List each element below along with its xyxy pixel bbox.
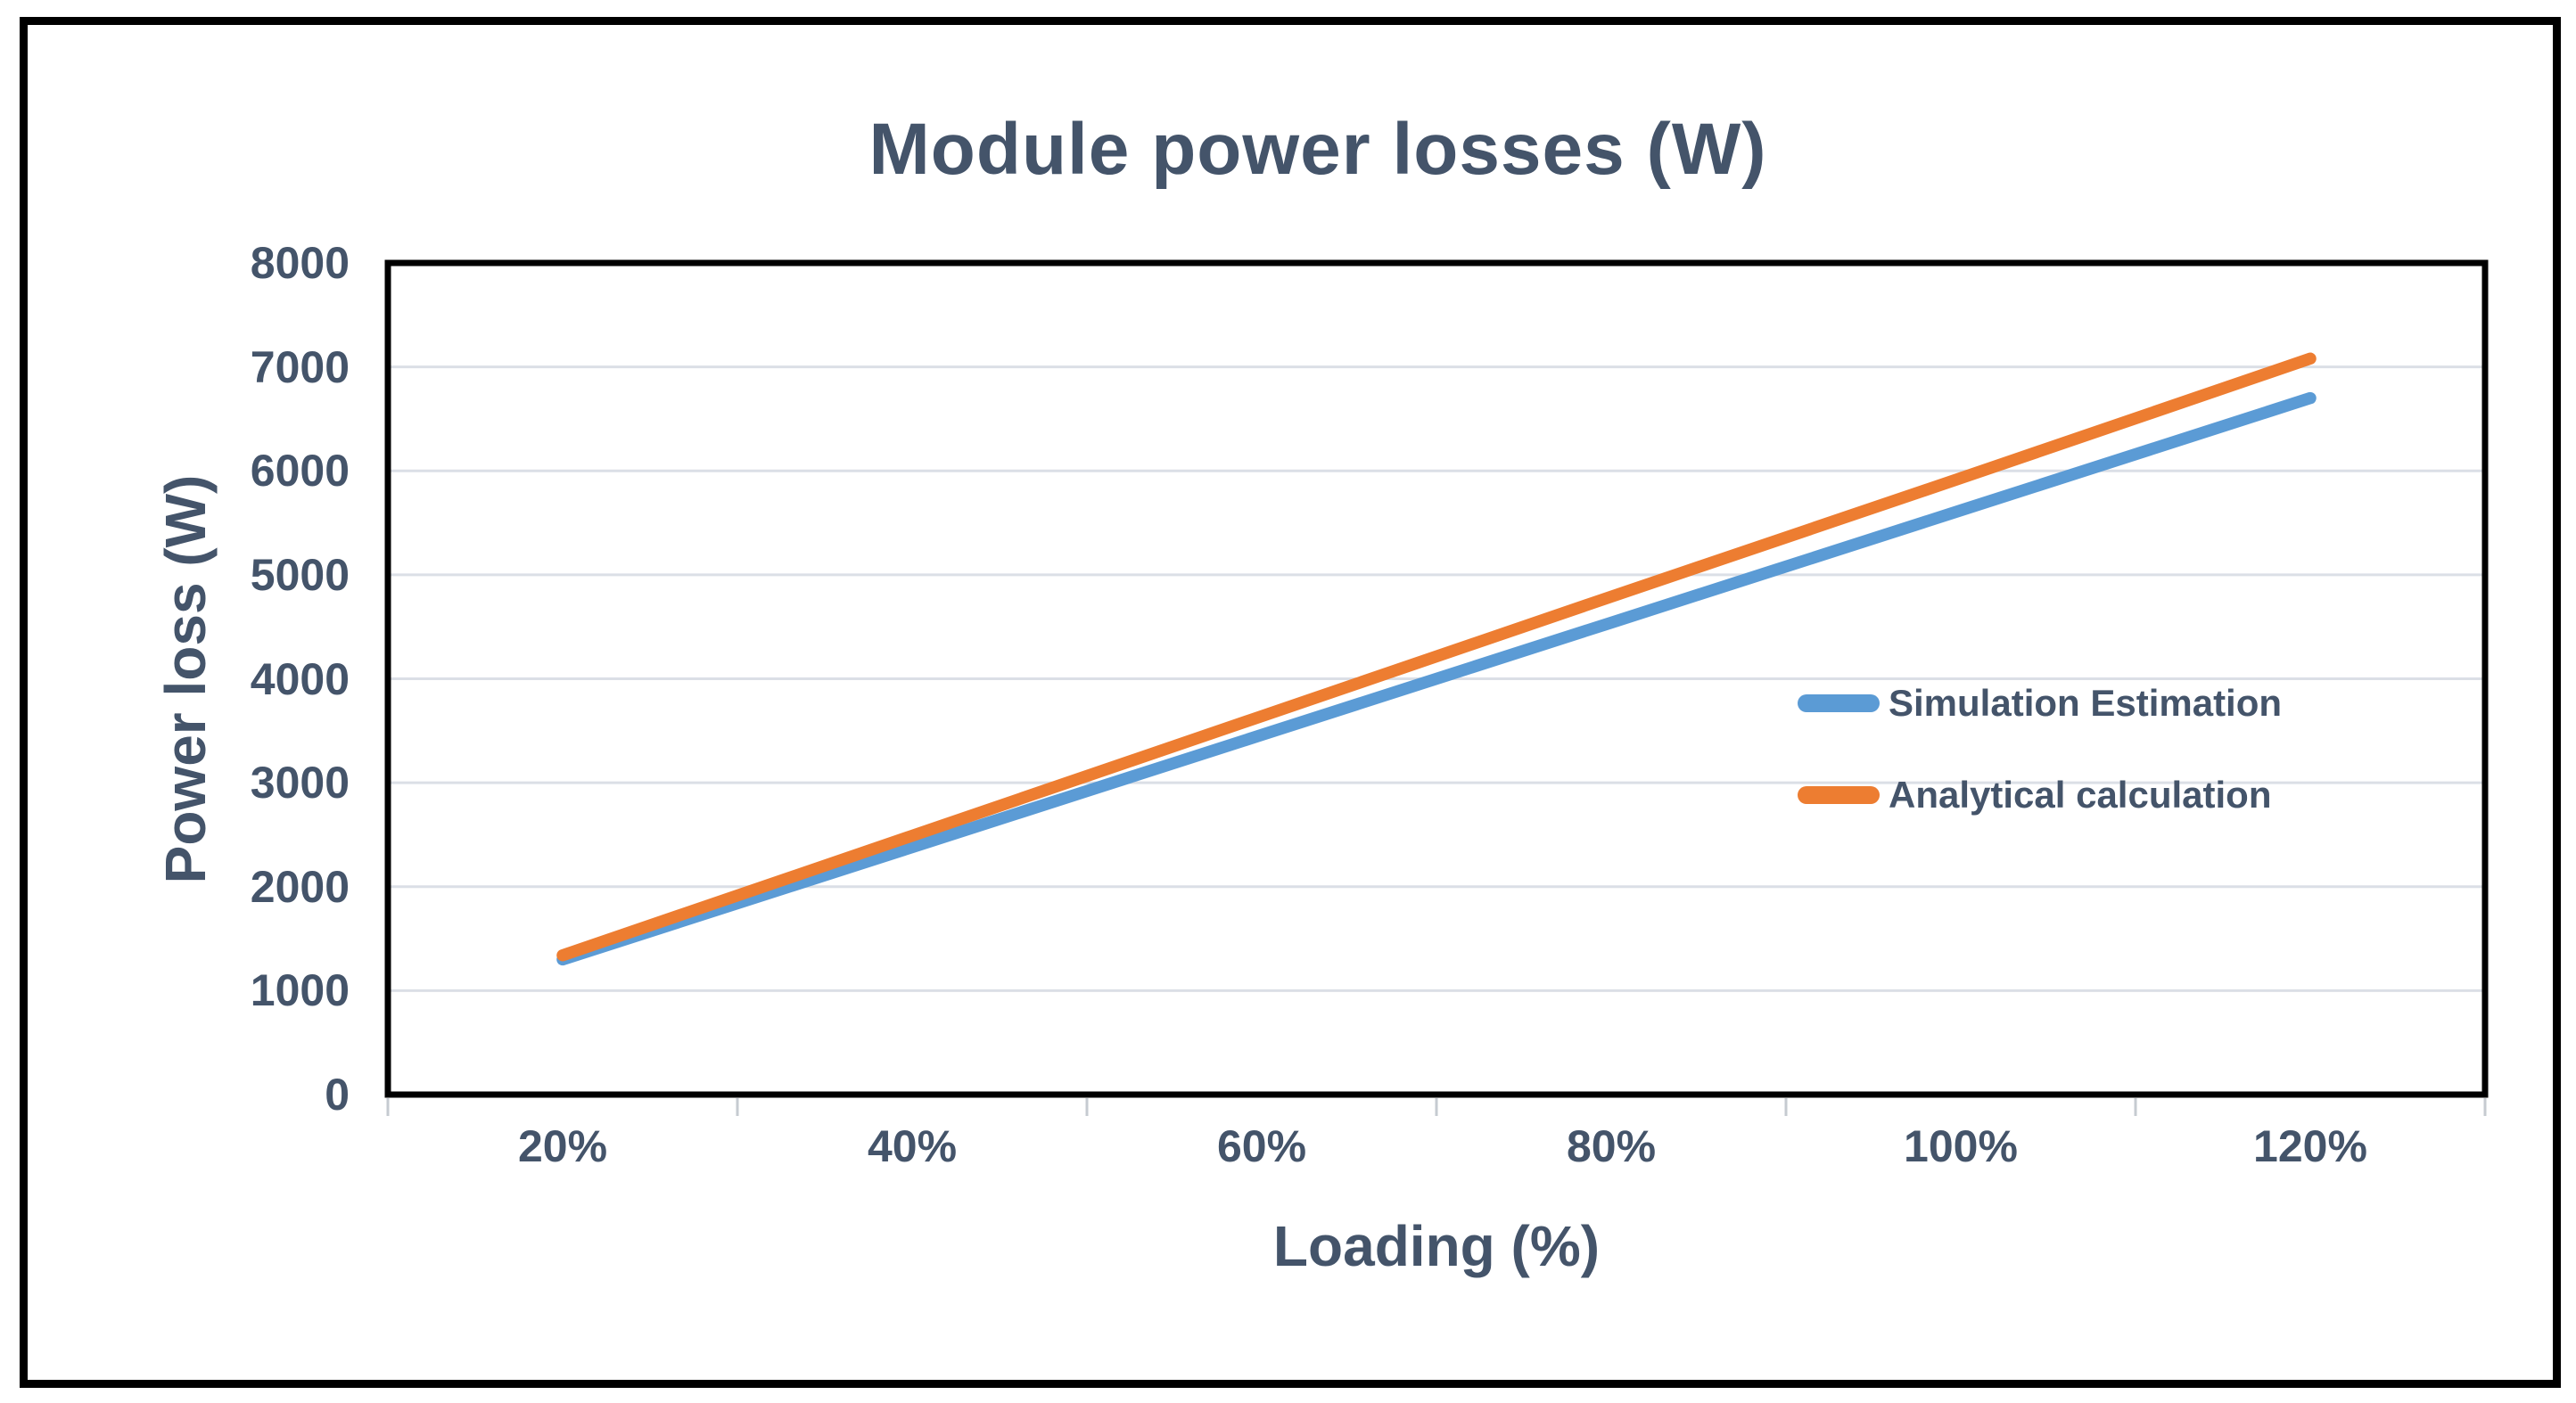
- y-tick-label: 8000: [250, 238, 350, 288]
- y-tick-label: 0: [325, 1070, 350, 1120]
- y-tick-label: 6000: [250, 446, 350, 496]
- y-tick-label: 4000: [250, 653, 350, 704]
- x-tick-label: 120%: [2253, 1121, 2367, 1171]
- x-tick-label: 100%: [1904, 1121, 2018, 1171]
- legend-swatch: [1798, 694, 1880, 712]
- x-tick-label: 20%: [517, 1121, 608, 1171]
- legend-label: Analytical calculation: [1889, 774, 2272, 816]
- series-line-analytical-calculation: [556, 352, 2317, 962]
- y-tick-label: 7000: [250, 341, 350, 392]
- y-tick-label: 5000: [250, 549, 350, 600]
- series-line-simulation-estimation: [556, 391, 2317, 966]
- x-tick-label: 80%: [1566, 1121, 1657, 1171]
- x-tick-label: 40%: [867, 1121, 958, 1171]
- legend-swatch: [1798, 786, 1880, 804]
- y-tick-label: 2000: [250, 861, 350, 912]
- x-tick-label: 60%: [1216, 1121, 1307, 1171]
- legend-item: Simulation Estimation: [1798, 680, 2282, 726]
- x-axis-title: Loading (%): [1272, 1214, 1601, 1278]
- legend-label: Simulation Estimation: [1889, 682, 2283, 724]
- y-tick-label: 1000: [250, 965, 350, 1016]
- y-tick-label: 3000: [250, 758, 350, 808]
- chart-title: Module power losses (W): [868, 109, 1767, 190]
- legend-item: Analytical calculation: [1798, 772, 2271, 818]
- plot-border: [384, 259, 2489, 1098]
